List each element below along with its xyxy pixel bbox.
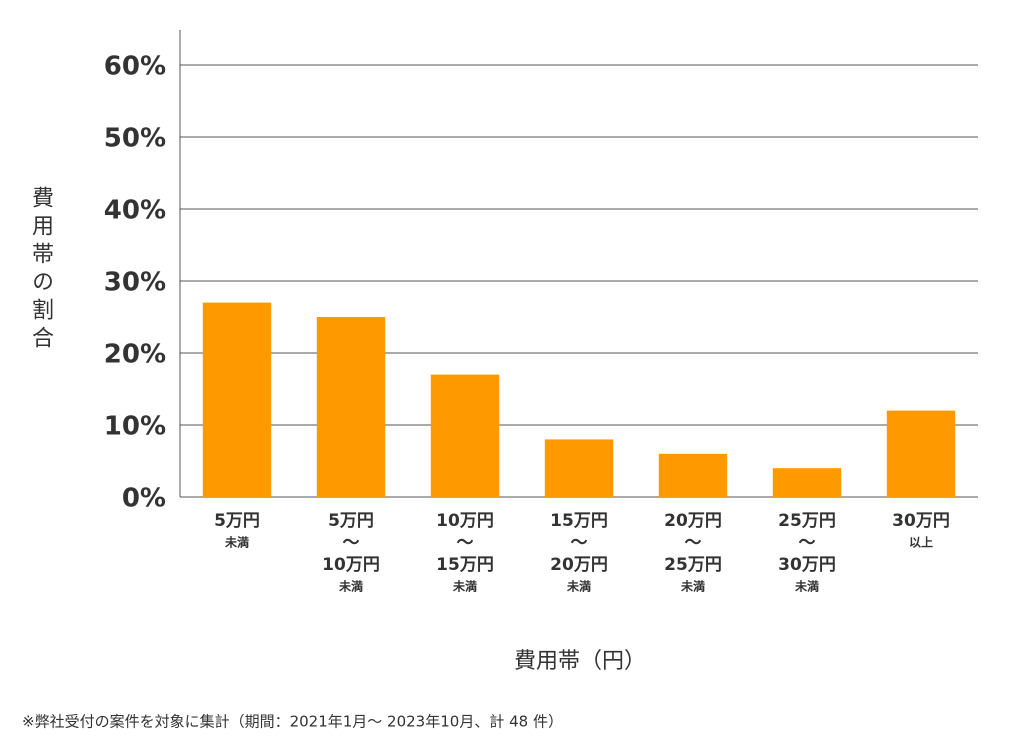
x-tick-label: 15万円: [550, 511, 608, 531]
x-tick-label: 20万円: [664, 511, 722, 531]
x-tick-label: ～: [571, 533, 588, 553]
x-tick-label: 25万円: [664, 555, 722, 575]
x-tick-label: 未満: [566, 579, 591, 594]
x-tick-label: 30万円: [778, 555, 836, 575]
bar: [544, 439, 614, 497]
bar: [202, 302, 272, 497]
y-tick-label: 30%: [104, 268, 166, 298]
x-tick-label: ～: [799, 533, 816, 553]
x-tick-label: 20万円: [550, 555, 608, 575]
x-tick-label: 15万円: [436, 555, 494, 575]
x-tick-label: 30万円: [892, 511, 950, 531]
bar: [316, 317, 386, 497]
y-tick-label: 20%: [104, 340, 166, 370]
y-tick-label: 10%: [104, 412, 166, 442]
bar: [430, 374, 500, 497]
y-tick-label: 0%: [122, 484, 166, 514]
bar: [886, 410, 956, 497]
x-tick-label: 未満: [338, 579, 363, 594]
y-axis-title: 費用帯の割合: [28, 186, 54, 354]
x-tick-label: ～: [685, 533, 702, 553]
x-tick-label: ～: [343, 533, 360, 553]
y-tick-label: 40%: [104, 196, 166, 226]
bar: [772, 468, 842, 497]
x-tick-label: 以上: [909, 535, 933, 550]
x-tick-label: 未満: [452, 579, 477, 594]
x-tick-label: 10万円: [436, 511, 494, 531]
x-tick-label: 未満: [794, 579, 819, 594]
y-tick-label: 60%: [104, 52, 166, 82]
x-axis-title: 費用帯（円）: [514, 649, 646, 674]
y-tick-label: 50%: [104, 124, 166, 154]
bar: [658, 453, 728, 497]
x-tick-label: 5万円: [214, 511, 260, 531]
x-tick-label: 未満: [680, 579, 705, 594]
x-tick-label: 未満: [224, 535, 249, 550]
footnote: ※弊社受付の案件を対象に集計（期間：2021年1月～ 2023年10月、計 48…: [22, 713, 563, 731]
x-tick-label: 10万円: [322, 555, 380, 575]
x-tick-label: 25万円: [778, 511, 836, 531]
x-tick-label: 5万円: [328, 511, 374, 531]
x-tick-label: ～: [457, 533, 474, 553]
